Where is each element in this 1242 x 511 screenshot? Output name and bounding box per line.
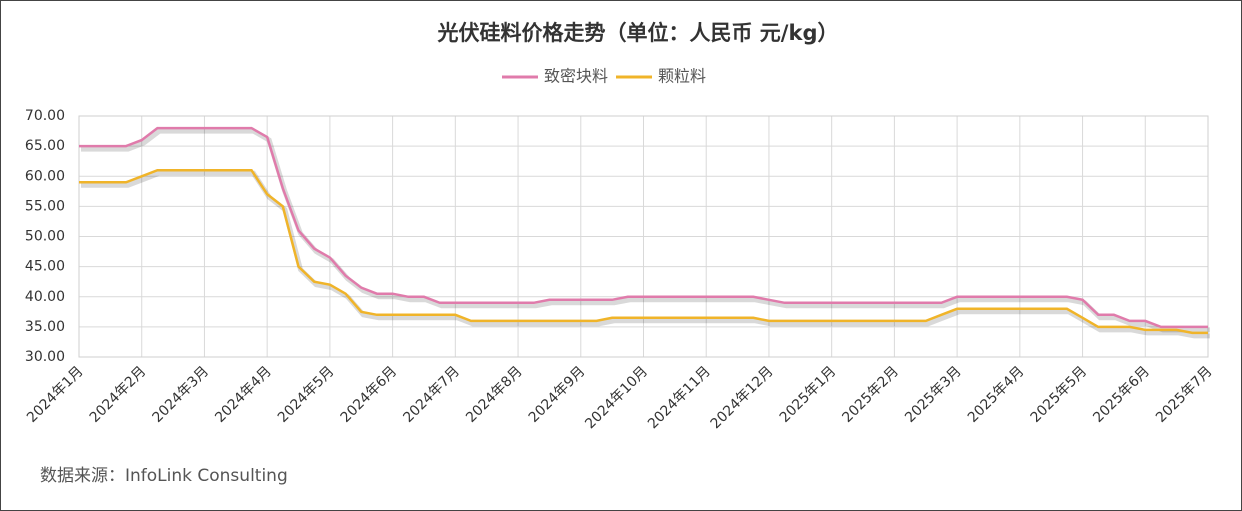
y-tick-label: 60.00 (25, 168, 65, 184)
y-tick-label: 50.00 (25, 229, 65, 245)
series-line (79, 168, 1208, 335)
y-tick-label: 30.00 (25, 349, 65, 365)
y-tick-label: 70.00 (25, 108, 65, 124)
y-tick-label: 45.00 (25, 259, 65, 275)
plot-border (78, 115, 1209, 358)
y-tick-label: 35.00 (25, 319, 65, 335)
chart-title: 光伏硅料价格走势（单位：人民币 元/kg） (437, 21, 839, 45)
y-tick-label: 55.00 (25, 198, 65, 214)
y-tick-label: 40.00 (25, 289, 65, 305)
legend-label: 颗粒料 (658, 67, 706, 86)
source-note: 数据来源：InfoLink Consulting (40, 466, 288, 486)
legend-label: 致密块料 (544, 67, 608, 86)
series-line (79, 126, 1208, 329)
y-tick-label: 65.00 (25, 138, 65, 154)
